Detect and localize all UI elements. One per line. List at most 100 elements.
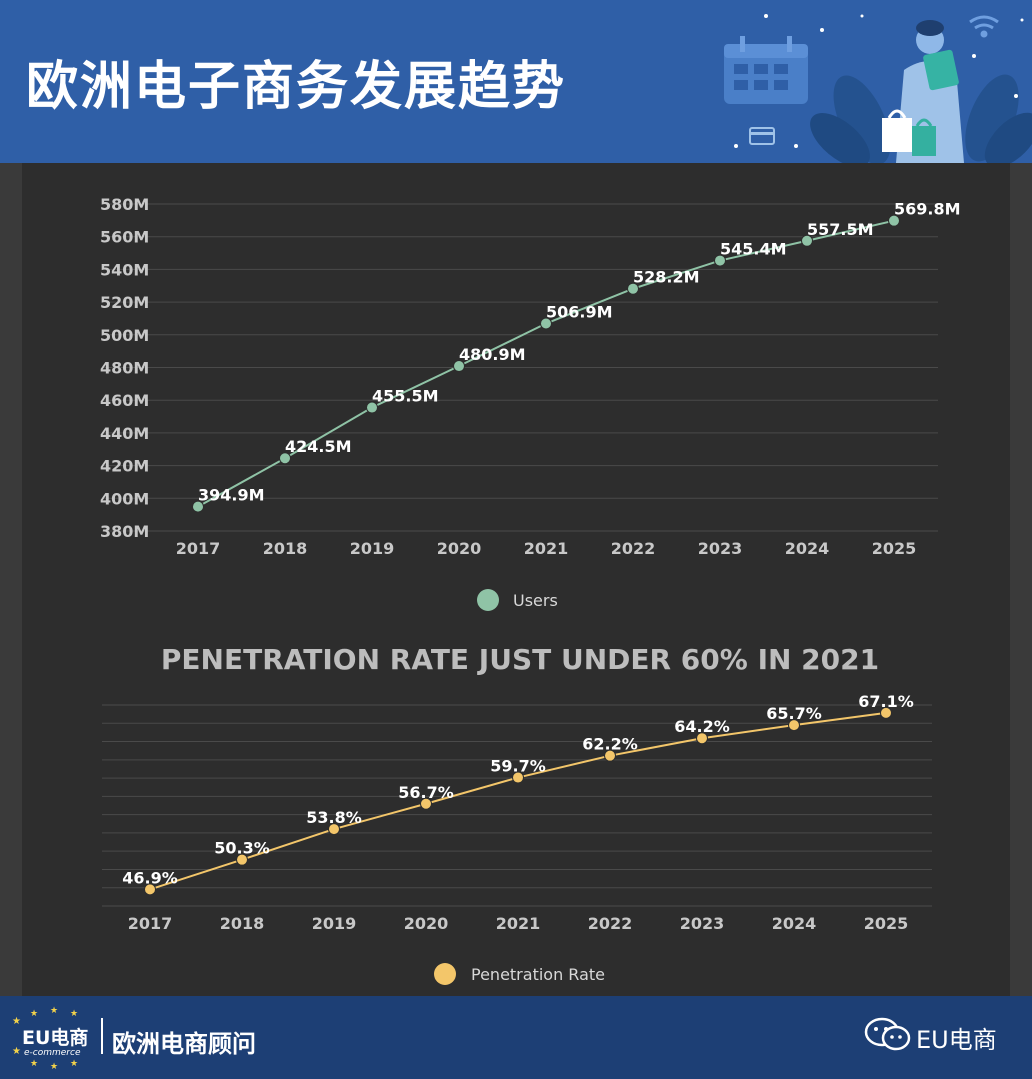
footer-bar: ★ ★ ★ ★ ★ ★ ★ ★ EU电商 e-commerce 欧洲电商顾问 E… <box>0 996 1032 1079</box>
users-legend: Users <box>477 589 558 611</box>
penetration-data-point <box>236 853 248 866</box>
users-data-point <box>540 317 552 330</box>
right-rail <box>1010 163 1032 996</box>
brand-divider <box>101 1018 103 1054</box>
wechat-icon <box>864 1017 911 1051</box>
penetration-x-ticks: 2017 2018 2019 2020 2021 2022 2023 2024 2025 <box>128 914 909 933</box>
svg-text:★: ★ <box>70 1009 78 1019</box>
wechat-account-label: EU电商 <box>916 1026 997 1054</box>
svg-text:★: ★ <box>30 1009 38 1019</box>
penetration-x-tick-label: 2020 <box>404 914 449 933</box>
penetration-x-tick-label: 2021 <box>496 914 541 933</box>
leaves-decoration <box>810 74 1032 163</box>
brand-name: 欧洲电商顾问 <box>112 1030 256 1058</box>
users-data-point <box>801 234 813 247</box>
users-x-ticks: 2017 2018 2019 2020 2021 2022 2023 2024 2025 <box>176 539 917 558</box>
credit-card-icon <box>749 127 775 145</box>
users-data-point <box>888 214 900 227</box>
svg-text:★: ★ <box>70 1059 78 1069</box>
penetration-legend-label: Penetration Rate <box>471 965 605 984</box>
users-x-tick-label: 2022 <box>611 539 656 558</box>
penetration-data-label: 53.8% <box>306 808 362 827</box>
penetration-data-label: 62.2% <box>582 735 638 754</box>
users-y-ticks: 380M 400M 420M 440M 460M 480M 500M 520M 540M 560M… <box>100 195 149 541</box>
penetration-data-label: 59.7% <box>490 757 546 776</box>
users-points <box>192 214 900 513</box>
svg-text:★: ★ <box>50 1062 58 1070</box>
penetration-data-label: 50.3% <box>214 839 270 858</box>
users-data-labels: 394.9M 424.5M 455.5M 480.9M 506.9M 528.2M 545.… <box>198 200 961 505</box>
users-y-tick-label: 420M <box>100 457 149 476</box>
penetration-data-point <box>696 732 708 745</box>
penetration-data-point <box>328 823 340 836</box>
users-y-tick-label: 520M <box>100 293 149 312</box>
users-y-tick-label: 480M <box>100 359 149 378</box>
users-data-label: 528.2M <box>633 268 700 287</box>
penetration-data-labels: 46.9% 50.3% 53.8% 56.7% 59.7% 62.2% 64.2% 65.7%… <box>122 692 914 888</box>
penetration-data-point <box>420 797 432 810</box>
logo-text: EU电商 <box>22 1026 88 1049</box>
penetration-data-point <box>880 706 892 719</box>
users-y-tick-label: 400M <box>100 489 149 508</box>
users-x-tick-label: 2017 <box>176 539 221 558</box>
penetration-x-tick-label: 2022 <box>588 914 633 933</box>
penetration-data-label: 65.7% <box>766 704 822 723</box>
penetration-x-tick-label: 2023 <box>680 914 725 933</box>
penetration-chart: 2017 2018 2019 2020 2021 2022 2023 2024 2025 46.… <box>102 692 932 985</box>
users-x-tick-label: 2025 <box>872 539 917 558</box>
svg-text:★: ★ <box>12 1046 21 1057</box>
header-illustration <box>724 14 1032 163</box>
penetration-x-tick-label: 2025 <box>864 914 909 933</box>
users-series-line <box>197 219 895 508</box>
users-data-point <box>366 401 378 414</box>
penetration-points <box>144 706 892 896</box>
penetration-data-point <box>604 749 616 762</box>
users-chart: 380M 400M 420M 440M 460M 480M 500M 520M 540M 560M… <box>100 195 961 611</box>
charts-panel: 380M 400M 420M 440M 460M 480M 500M 520M 540M 560M… <box>22 163 1010 996</box>
penetration-series-line <box>149 711 887 891</box>
svg-text:★: ★ <box>12 1016 21 1027</box>
penetration-legend-swatch <box>434 963 456 985</box>
users-y-tick-label: 380M <box>100 522 149 541</box>
calendar-icon <box>724 36 808 104</box>
users-legend-label: Users <box>513 591 558 610</box>
penetration-chart-title: PENETRATION RATE JUST UNDER 60% IN 2021 <box>161 643 879 676</box>
svg-text:★: ★ <box>30 1059 38 1069</box>
users-data-point <box>192 500 204 513</box>
users-data-label: 394.9M <box>198 486 265 505</box>
users-x-tick-label: 2018 <box>263 539 308 558</box>
penetration-x-tick-label: 2019 <box>312 914 357 933</box>
logo-subtext: e-commerce <box>24 1048 81 1058</box>
users-x-tick-label: 2021 <box>524 539 569 558</box>
users-y-tick-label: 440M <box>100 424 149 443</box>
users-data-label: 545.4M <box>720 240 787 259</box>
users-data-point <box>627 282 639 295</box>
penetration-data-label: 67.1% <box>858 692 914 711</box>
users-legend-swatch <box>477 589 499 611</box>
penetration-data-label: 46.9% <box>122 868 178 887</box>
users-y-tick-label: 540M <box>100 260 149 279</box>
users-data-label: 506.9M <box>546 303 613 322</box>
penetration-data-label: 64.2% <box>674 717 730 736</box>
penetration-x-tick-label: 2018 <box>220 914 265 933</box>
sparkle-decoration <box>734 14 1024 148</box>
users-y-tick-label: 460M <box>100 391 149 410</box>
users-x-tick-label: 2019 <box>350 539 395 558</box>
penetration-grid <box>102 704 932 907</box>
svg-text:★: ★ <box>50 1006 58 1016</box>
users-y-tick-label: 560M <box>100 228 149 247</box>
charts-svg: 380M 400M 420M 440M 460M 480M 500M 520M 540M 560M… <box>100 195 961 985</box>
users-data-point <box>279 452 291 465</box>
users-data-point <box>453 360 465 373</box>
users-data-label: 569.8M <box>894 200 961 219</box>
users-x-tick-label: 2023 <box>698 539 743 558</box>
users-y-tick-label: 500M <box>100 326 149 345</box>
users-x-tick-label: 2020 <box>437 539 482 558</box>
header-banner: 欧洲电子商务发展趋势 <box>0 0 1032 163</box>
users-x-tick-label: 2024 <box>785 539 830 558</box>
users-data-label: 557.5M <box>807 220 874 239</box>
page-title: 欧洲电子商务发展趋势 <box>26 57 567 117</box>
penetration-data-point <box>512 771 524 784</box>
users-data-label: 480.9M <box>459 345 526 364</box>
eu-stars-icon: ★ ★ ★ ★ ★ ★ ★ ★ EU电商 e-commerce <box>12 1006 88 1070</box>
